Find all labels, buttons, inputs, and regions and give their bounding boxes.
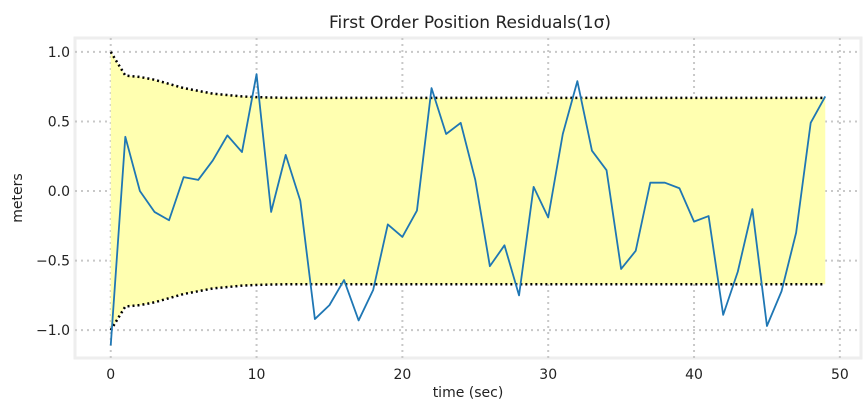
y-tick-label: −1.0 — [36, 323, 70, 339]
y-tick-label: 0.5 — [48, 114, 70, 130]
x-axis-label: time (sec) — [433, 385, 504, 401]
upper-sigma-line — [109, 51, 826, 100]
y-tick-label: 0.0 — [48, 184, 70, 200]
x-tick-label: 30 — [539, 367, 557, 383]
x-tick-label: 0 — [106, 367, 115, 383]
x-tick-label: 20 — [393, 367, 411, 383]
y-tick-label: −0.5 — [36, 254, 70, 270]
x-tick-label: 10 — [248, 367, 266, 383]
y-axis-label: meters — [10, 173, 26, 222]
y-tick-label: 1.0 — [48, 45, 70, 61]
x-tick-label: 50 — [831, 367, 849, 383]
confidence-band-fill — [110, 51, 826, 331]
y-tick-labels: 1.0 0.5 0.0 −0.5 −1.0 — [36, 45, 70, 339]
residual-line — [109, 73, 827, 346]
confidence-band-layer — [110, 51, 826, 331]
chart-title: First Order Position Residuals(1σ) — [329, 13, 611, 33]
x-tick-labels: 0 10 20 30 40 50 — [106, 367, 849, 383]
series-layer — [109, 51, 827, 346]
lower-sigma-line — [109, 283, 826, 331]
x-tick-label: 40 — [685, 367, 703, 383]
